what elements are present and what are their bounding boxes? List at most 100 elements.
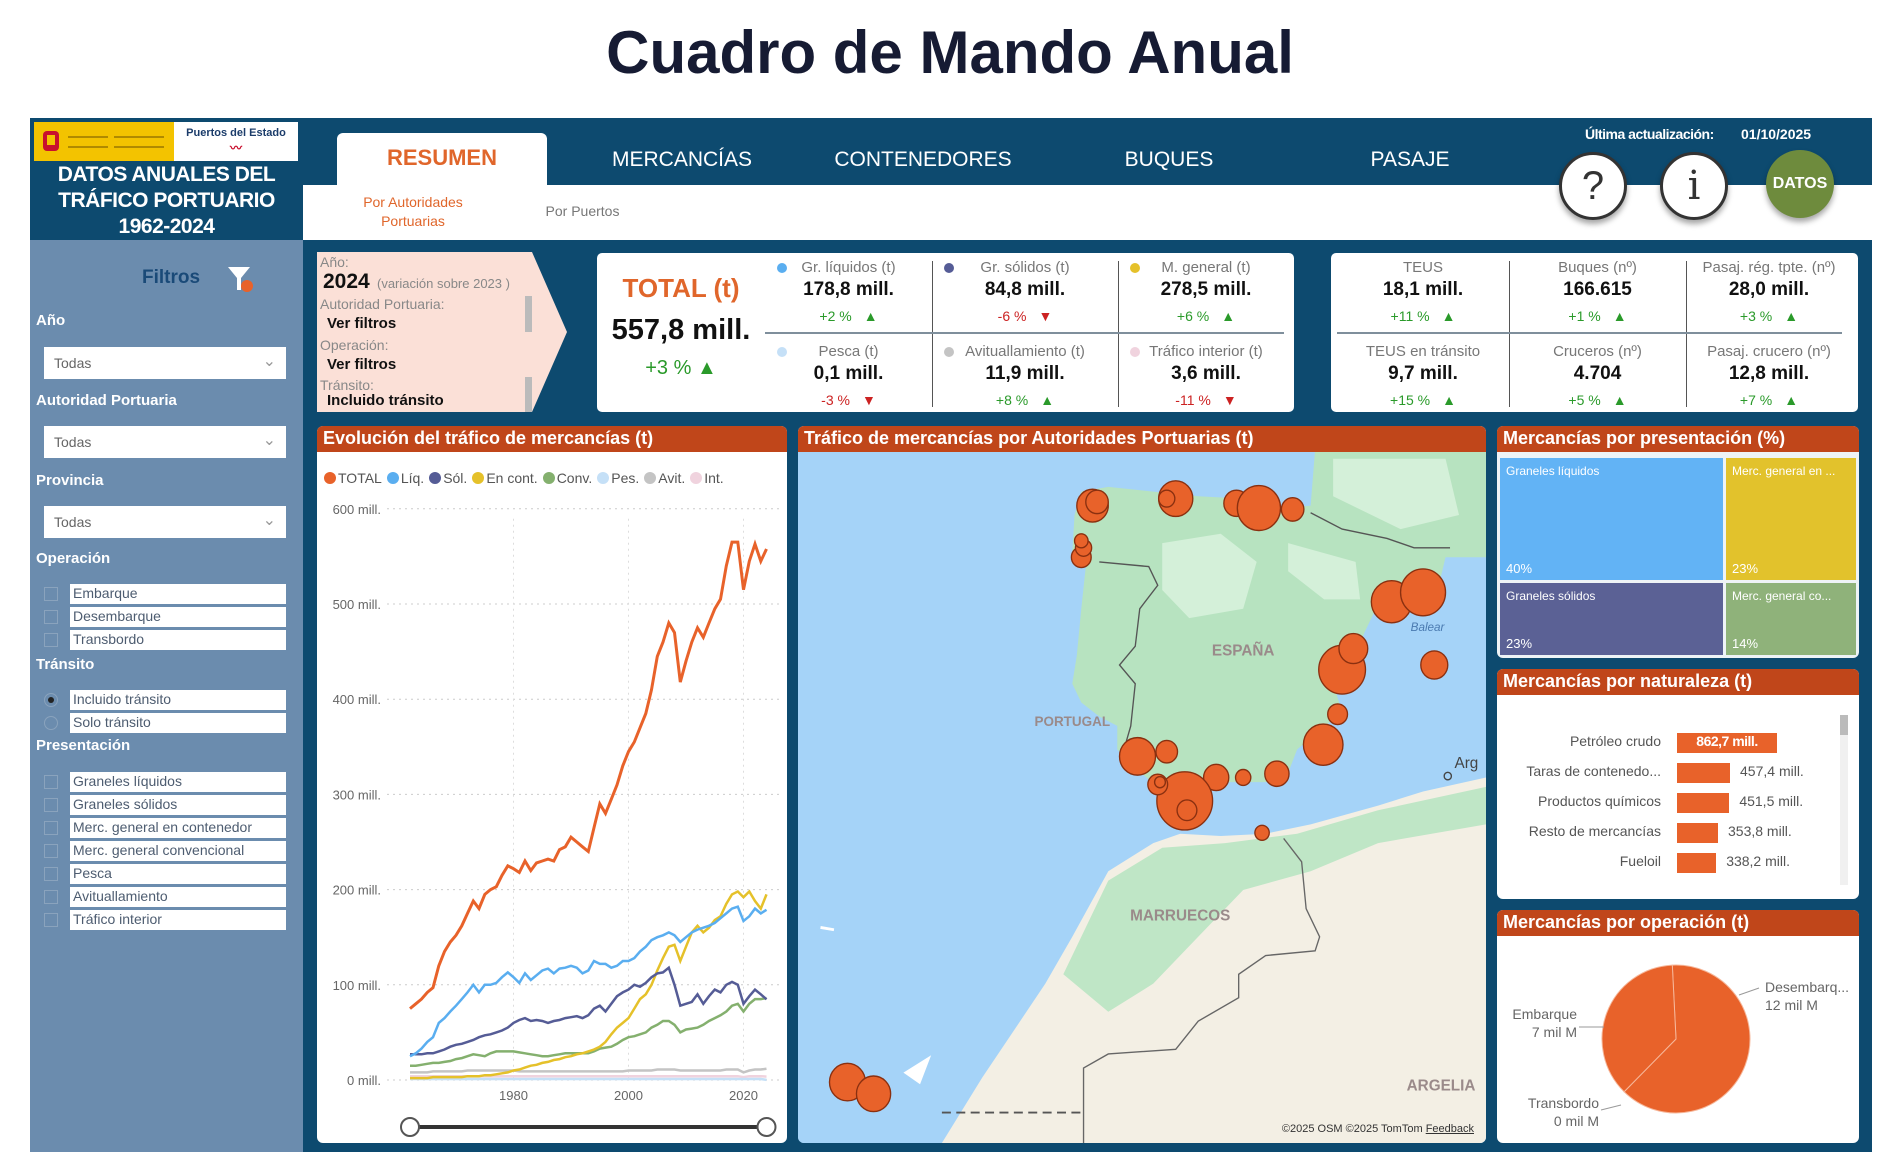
bar-row[interactable]: Taras de contenedo... 457,4 mill. — [1497, 763, 1857, 783]
checkbox-item[interactable]: Pesca — [44, 864, 286, 885]
port-bubble[interactable] — [1153, 775, 1167, 789]
treemap-cell-graneles-liquidos[interactable]: Graneles líquidos 40% — [1500, 458, 1723, 580]
pie-slice[interactable] — [1623, 964, 1751, 1114]
map[interactable]: ESPAÑA PORTUGAL MARRUECOS ARGELIA Balear… — [798, 426, 1486, 1143]
transito-label: Tránsito: — [320, 377, 374, 393]
bar-row[interactable]: Productos químicos 451,5 mill. — [1497, 793, 1857, 813]
kpi-label: TEUS — [1402, 259, 1443, 276]
bar[interactable] — [1677, 793, 1730, 813]
port-bubble[interactable] — [1176, 799, 1198, 822]
series-color-dot — [1130, 263, 1140, 273]
port-bubble[interactable] — [1085, 489, 1109, 515]
legend-item[interactable]: TOTAL — [324, 470, 382, 486]
scrollbar[interactable] — [525, 296, 532, 332]
bar[interactable] — [1677, 823, 1718, 843]
subtab-por-autoridades[interactable]: Por Autoridades Portuarias — [363, 194, 463, 229]
port-bubble[interactable] — [1280, 496, 1305, 522]
port-bubble[interactable] — [1399, 568, 1447, 617]
port-bubble[interactable] — [1073, 533, 1089, 549]
tab-resumen[interactable]: RESUMEN — [337, 133, 547, 188]
checkbox-item[interactable]: Merc. general convencional — [44, 841, 286, 862]
checkbox[interactable] — [44, 913, 58, 927]
clear-filter-funnel-icon[interactable] — [226, 264, 254, 294]
tab-contenedores[interactable]: CONTENEDORES — [834, 148, 1012, 171]
checkbox-item[interactable]: Embarque — [44, 584, 286, 605]
radio-button[interactable] — [44, 693, 58, 707]
bar[interactable] — [1677, 763, 1731, 783]
port-bubble[interactable] — [1302, 723, 1344, 766]
checkbox[interactable] — [44, 633, 58, 647]
slice-name: Embarque — [1512, 1006, 1577, 1022]
bar[interactable] — [1677, 853, 1717, 873]
bar-category: Productos químicos — [1538, 793, 1661, 809]
checkbox-item[interactable]: Transbordo — [44, 630, 286, 651]
checkbox[interactable] — [44, 610, 58, 624]
checkbox[interactable] — [44, 775, 58, 789]
treemap-cell-graneles-solidos[interactable]: Graneles sólidos 23% — [1500, 583, 1723, 655]
checkbox-item[interactable]: Merc. general en contenedor — [44, 818, 286, 839]
feedback-link[interactable]: Feedback — [1425, 1123, 1474, 1135]
tab-pasaje[interactable]: PASAJE — [1370, 148, 1450, 171]
anio-dropdown[interactable]: Todas ⌄ — [44, 347, 286, 379]
checkbox[interactable] — [44, 890, 58, 904]
bar[interactable] — [1677, 733, 1777, 753]
checkbox[interactable] — [44, 821, 58, 835]
port-bubble[interactable] — [1202, 763, 1230, 792]
legend-item[interactable]: Avit. — [644, 470, 685, 486]
scrollbar-track[interactable] — [1840, 715, 1848, 885]
info-button[interactable]: i — [1660, 152, 1728, 220]
scrollbar[interactable] — [525, 377, 532, 412]
checkbox-item[interactable]: Graneles líquidos — [44, 772, 286, 793]
legend-item[interactable]: Int. — [690, 470, 724, 486]
radio-button[interactable] — [44, 716, 58, 730]
checkbox[interactable] — [44, 587, 58, 601]
port-bubble[interactable] — [1420, 650, 1449, 680]
checkbox[interactable] — [44, 867, 58, 881]
datos-button[interactable]: DATOS — [1766, 150, 1834, 218]
autoridad-dropdown[interactable]: Todas ⌄ — [44, 426, 286, 458]
port-bubble[interactable] — [1157, 489, 1176, 508]
tab-mercancias[interactable]: MERCANCÍAS — [611, 148, 753, 171]
legend-item[interactable]: Sól. — [429, 470, 467, 486]
treemap-cell-merc-general-convencional[interactable]: Merc. general co... 14% — [1726, 583, 1856, 655]
range-slider-handle[interactable] — [756, 1117, 777, 1137]
legend-item[interactable]: En cont. — [472, 470, 538, 486]
scrollbar-thumb[interactable] — [1840, 715, 1848, 735]
checkbox[interactable] — [44, 798, 58, 812]
radio-item[interactable]: Solo tránsito — [44, 713, 286, 734]
checkbox-item[interactable]: Graneles sólidos — [44, 795, 286, 816]
operacion-label: Operación: — [320, 337, 389, 353]
checkbox[interactable] — [44, 844, 58, 858]
radio-item[interactable]: Incluido tránsito — [44, 690, 286, 711]
legend-item[interactable]: Líq. — [386, 470, 424, 486]
help-button[interactable]: ? — [1559, 152, 1627, 220]
bar-row[interactable]: Petróleo crudo 862,7 mill. — [1497, 733, 1857, 753]
checkbox-item[interactable]: Desembarque — [44, 607, 286, 628]
kpi-value: 4.704 — [1573, 363, 1622, 384]
pie-slice[interactable] — [1601, 964, 1677, 1093]
kpi-change-value: +1 % — [1568, 308, 1601, 324]
port-bubble[interactable] — [1254, 824, 1270, 841]
range-slider-handle[interactable] — [400, 1117, 420, 1137]
port-bubble[interactable] — [1155, 739, 1179, 764]
kpi-cell: TEUS en tránsito 9,7 mill. +15 % ▲ — [1337, 343, 1509, 408]
bar-row[interactable]: Resto de mercancías 353,8 mill. — [1497, 823, 1857, 843]
bar-row[interactable]: Fueloil 338,2 mill. — [1497, 853, 1857, 873]
port-bubble[interactable] — [1118, 736, 1157, 776]
port-bubble[interactable] — [1338, 632, 1369, 665]
legend-item[interactable]: Conv. — [542, 470, 592, 486]
legend-dot — [386, 472, 399, 484]
checkbox-item[interactable]: Avituallamiento — [44, 887, 286, 908]
legend-item[interactable]: Pes. — [597, 470, 639, 486]
tab-buques[interactable]: BUQUES — [1124, 148, 1214, 171]
port-bubble[interactable] — [1264, 760, 1290, 788]
port-bubble[interactable] — [1236, 484, 1282, 532]
treemap-cell-merc-general-contenedor[interactable]: Merc. general en ... 23% — [1726, 458, 1856, 580]
divider — [1686, 261, 1687, 407]
port-bubble[interactable] — [1327, 703, 1349, 726]
port-bubble[interactable] — [855, 1075, 892, 1113]
subtab-por-puertos[interactable]: Por Puertos — [545, 203, 620, 219]
port-bubble[interactable] — [1234, 768, 1252, 787]
checkbox-item[interactable]: Tráfico interior — [44, 910, 286, 931]
provincia-dropdown[interactable]: Todas ⌄ — [44, 506, 286, 538]
